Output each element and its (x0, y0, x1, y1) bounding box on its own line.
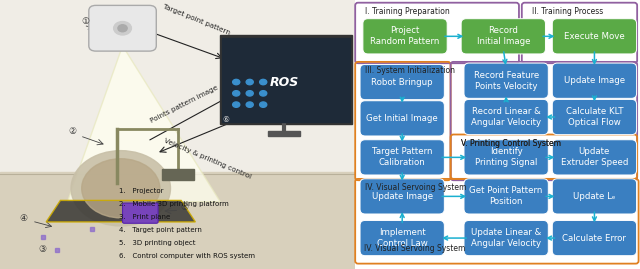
Polygon shape (67, 46, 220, 202)
Text: 6.   Control computer with ROS system: 6. Control computer with ROS system (119, 253, 255, 259)
Text: 1.   Projector: 1. Projector (119, 188, 163, 194)
Text: Points pattern image: Points pattern image (149, 84, 219, 124)
FancyBboxPatch shape (464, 63, 548, 98)
Text: Get Initial Image: Get Initial Image (366, 114, 438, 123)
Text: Update Lₑ: Update Lₑ (573, 192, 616, 201)
Text: II. Training Process: II. Training Process (532, 7, 603, 16)
Text: V. Printing Control System: V. Printing Control System (461, 139, 561, 148)
Bar (268, 131, 300, 136)
FancyBboxPatch shape (464, 179, 548, 214)
Text: Update Linear &
Angular Velocity: Update Linear & Angular Velocity (471, 228, 541, 248)
Circle shape (260, 79, 267, 85)
Bar (0, 172, 355, 269)
Text: Record
Initial Image: Record Initial Image (477, 26, 530, 46)
Text: ROS: ROS (270, 76, 300, 89)
FancyBboxPatch shape (552, 100, 637, 135)
Text: 4.   Target point pattern: 4. Target point pattern (119, 227, 202, 233)
Text: Update Image: Update Image (564, 76, 625, 85)
FancyBboxPatch shape (552, 63, 637, 98)
Text: 5.   3D printing object: 5. 3D printing object (119, 240, 195, 246)
FancyBboxPatch shape (552, 19, 637, 54)
Circle shape (246, 102, 253, 107)
Bar (162, 169, 193, 180)
Text: I. Training Preparation: I. Training Preparation (365, 7, 450, 16)
Text: IV. Visual Servoing System: IV. Visual Servoing System (365, 183, 467, 192)
Text: Project
Random Pattern: Project Random Pattern (371, 26, 440, 46)
Circle shape (246, 91, 253, 96)
Circle shape (260, 91, 267, 96)
Text: Identify
Printing Signal: Identify Printing Signal (475, 147, 538, 167)
Text: IV. Visual Servoing System: IV. Visual Servoing System (364, 244, 465, 253)
Text: Implement
Control Law: Implement Control Law (377, 228, 428, 248)
FancyBboxPatch shape (552, 221, 637, 256)
Circle shape (114, 22, 131, 35)
FancyBboxPatch shape (464, 221, 548, 256)
Text: Record Feature
Points Velocity: Record Feature Points Velocity (474, 71, 539, 91)
FancyBboxPatch shape (89, 5, 156, 51)
Text: Record Linear &
Angular Velocity: Record Linear & Angular Velocity (471, 107, 541, 127)
FancyBboxPatch shape (360, 101, 444, 136)
Circle shape (260, 102, 267, 107)
Text: ⑥: ⑥ (222, 115, 229, 124)
Text: Update
Extruder Speed: Update Extruder Speed (561, 147, 628, 167)
FancyBboxPatch shape (461, 19, 545, 54)
FancyBboxPatch shape (360, 221, 444, 256)
FancyBboxPatch shape (363, 19, 447, 54)
Text: ⑤: ⑤ (180, 203, 189, 212)
Circle shape (118, 25, 127, 32)
FancyBboxPatch shape (360, 65, 444, 100)
FancyBboxPatch shape (122, 203, 158, 223)
Text: Update Image: Update Image (372, 192, 433, 201)
Circle shape (82, 159, 160, 218)
FancyBboxPatch shape (552, 140, 637, 175)
Text: Calculate Error: Calculate Error (563, 233, 627, 243)
Circle shape (233, 102, 240, 107)
Text: Get Point Pattern
Position: Get Point Pattern Position (470, 186, 543, 206)
Text: V. Printing Control System: V. Printing Control System (461, 139, 561, 147)
Bar (220, 35, 351, 124)
Text: III. System Initialization: III. System Initialization (365, 66, 455, 75)
Text: 3.   Print plane: 3. Print plane (119, 214, 170, 220)
FancyBboxPatch shape (360, 179, 444, 214)
Text: Velocity & printing control: Velocity & printing control (163, 137, 252, 179)
Circle shape (233, 91, 240, 96)
Text: Execute Move: Execute Move (564, 32, 625, 41)
Circle shape (246, 79, 253, 85)
Text: ②: ② (68, 128, 77, 136)
FancyBboxPatch shape (360, 140, 444, 175)
FancyBboxPatch shape (464, 100, 548, 135)
Polygon shape (46, 200, 195, 222)
Text: 2.   Mobile 3D printing platform: 2. Mobile 3D printing platform (119, 201, 228, 207)
FancyBboxPatch shape (552, 179, 637, 214)
FancyBboxPatch shape (464, 140, 548, 175)
Text: ③: ③ (38, 245, 47, 253)
Text: Target Pattern
Calibration: Target Pattern Calibration (372, 147, 433, 167)
Text: ④: ④ (19, 214, 27, 222)
Text: ①: ① (81, 17, 90, 26)
Text: Target point pattern: Target point pattern (162, 4, 230, 36)
Circle shape (71, 151, 170, 226)
Text: Robot Bringup: Robot Bringup (371, 77, 433, 87)
Circle shape (233, 79, 240, 85)
Text: Calculate KLT
Optical Flow: Calculate KLT Optical Flow (566, 107, 623, 127)
Bar (0, 0, 355, 175)
Bar (222, 38, 350, 122)
